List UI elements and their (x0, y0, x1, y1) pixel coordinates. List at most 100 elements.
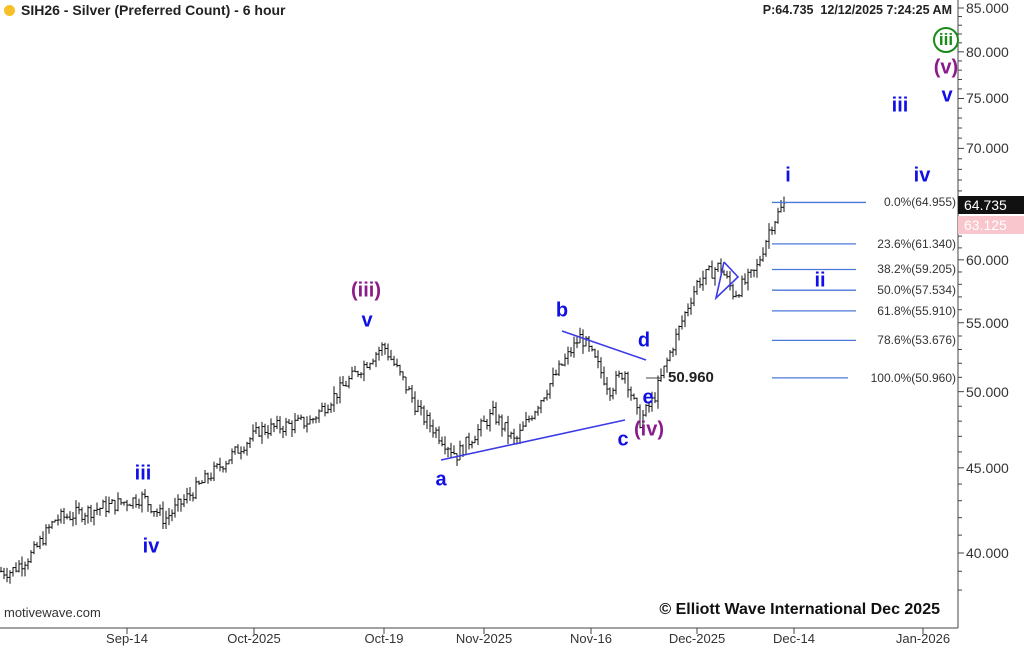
price-bar (14, 562, 18, 573)
fib-level-label: 38.2%(59.205) (877, 262, 956, 277)
price-bar (47, 524, 51, 534)
price-bar (617, 370, 621, 378)
x-axis-label: Oct-2025 (227, 631, 281, 646)
price-bar (314, 416, 318, 424)
price-bar (254, 421, 258, 434)
price-bar (569, 347, 573, 357)
price-bar (380, 342, 384, 356)
price-bar (692, 286, 696, 307)
price-bar (101, 499, 105, 509)
price-bar (23, 561, 27, 577)
price-bar (476, 424, 480, 446)
price-bar (383, 342, 387, 355)
price-bar (407, 386, 411, 391)
price-bar (734, 290, 738, 298)
price-bar (275, 415, 279, 430)
price-bar (626, 371, 630, 398)
price-bar (536, 405, 540, 416)
price-bar (641, 410, 645, 431)
price-bar (299, 414, 303, 421)
price-bar (743, 273, 747, 285)
price-bar (638, 404, 642, 429)
price-bar (335, 393, 339, 405)
price-bar (752, 269, 756, 278)
price-bar (524, 411, 528, 427)
price-bar (467, 432, 471, 450)
price-bar (311, 417, 315, 424)
price-bar (584, 336, 588, 347)
price-bar (479, 418, 483, 437)
price-bar (455, 453, 459, 466)
price-bar (257, 426, 261, 437)
price-bar (695, 279, 699, 295)
price-bar (722, 269, 726, 276)
price-bar (158, 504, 162, 517)
x-axis-label: Nov-16 (570, 631, 612, 646)
price-bar (716, 262, 720, 272)
price-bar (689, 297, 693, 315)
y-axis-label: 80.000 (966, 43, 1009, 60)
price-readout: P:64.735 12/12/2025 7:24:25 AM (763, 3, 952, 17)
price-bar (98, 507, 102, 516)
price-bar (350, 366, 354, 380)
price-bar (497, 414, 501, 426)
price-bar (701, 270, 705, 291)
price-bar (233, 446, 237, 455)
price-bar (533, 410, 537, 420)
price-bar (590, 345, 594, 352)
price-bar (302, 416, 306, 429)
price-bar (287, 418, 291, 425)
price-bar (338, 376, 342, 404)
price-bar (305, 416, 309, 433)
price-bar (767, 223, 771, 249)
price-bar (215, 463, 219, 469)
price-bar (263, 423, 267, 436)
price-bar (74, 500, 78, 526)
price-bar (659, 368, 663, 382)
y-axis-label: 85.000 (966, 0, 1009, 16)
price-bar (593, 348, 597, 358)
wave-label-e: e (642, 386, 654, 409)
price-bar (77, 502, 81, 515)
price-bar (242, 446, 246, 454)
price-bar (539, 399, 543, 414)
price-bar (608, 387, 612, 401)
price-bar (230, 448, 234, 465)
price-bar (362, 360, 366, 382)
x-axis-label: Sep-14 (106, 631, 148, 646)
price-bar (212, 461, 216, 482)
price-bar (155, 508, 159, 518)
price-bar (680, 315, 684, 330)
price-bar (185, 487, 189, 504)
triangle-upper-line (561, 330, 647, 361)
price-bar (506, 415, 510, 445)
price-bar (0, 566, 3, 573)
level-label-50960: 50.960 (668, 369, 714, 386)
price-bar (152, 511, 156, 517)
price-bar (182, 494, 186, 508)
price-bar (620, 372, 624, 381)
price-bar (329, 402, 333, 413)
price-bar (86, 505, 90, 524)
price-bar (404, 376, 408, 394)
price-bar (206, 472, 210, 484)
price-bar (764, 239, 768, 257)
price-bar (395, 358, 399, 368)
price-bar (278, 416, 282, 434)
price-bar (368, 362, 372, 370)
price-bar (239, 446, 243, 460)
price-bar (731, 283, 735, 300)
price-bar (134, 494, 138, 508)
fib-level-label: 50.0%(57.534) (877, 283, 956, 298)
price-bar (713, 267, 717, 286)
price-bar (683, 311, 687, 328)
price-bar (110, 499, 114, 504)
y-axis-label: 45.000 (966, 459, 1009, 476)
price-bar (224, 460, 228, 473)
small-triangle (714, 261, 740, 301)
price-bar (485, 418, 489, 430)
price-bar (83, 512, 87, 525)
y-axis-label: 75.000 (966, 90, 1009, 107)
wave-label-v-intermediate-projected: (v) (933, 56, 959, 79)
